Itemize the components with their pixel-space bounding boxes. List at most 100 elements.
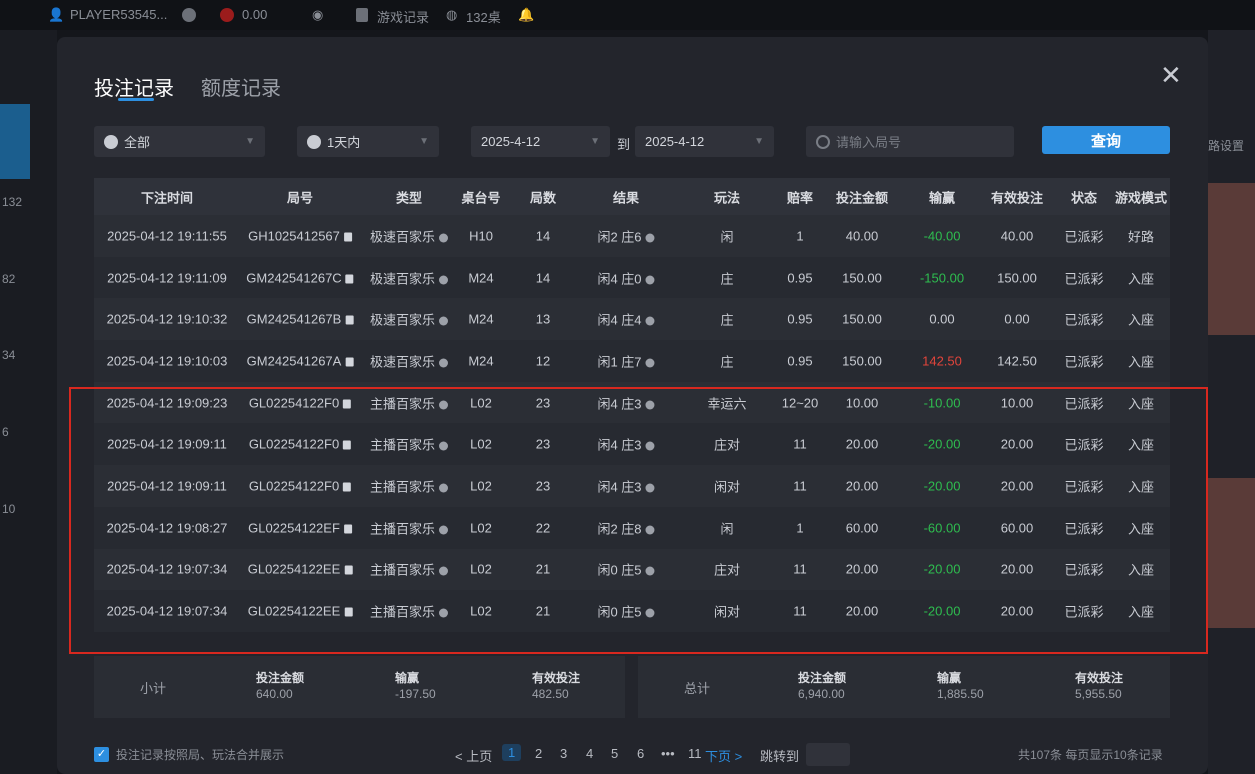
info-icon[interactable]	[439, 275, 449, 285]
user-icon: 👤	[48, 7, 65, 22]
info-icon[interactable]	[439, 566, 449, 576]
date-from-select[interactable]: 2025-4-12 ▼	[471, 126, 610, 157]
cell-10: 150.00	[997, 270, 1037, 285]
copy-icon[interactable]	[343, 232, 352, 242]
select-value: 2025-4-12	[481, 134, 541, 149]
cell-text: 入座	[1127, 312, 1155, 328]
page-button[interactable]: 3	[560, 746, 568, 761]
cell-text: GL02254122EE	[247, 603, 341, 619]
cell-text: 12	[535, 353, 551, 369]
info-icon[interactable]	[439, 483, 449, 493]
page-button[interactable]: 2	[535, 746, 543, 761]
cell-text: 2025-04-12 19:08:27	[106, 520, 228, 536]
page-button[interactable]: 5	[611, 746, 619, 761]
page-button[interactable]: 4	[586, 746, 594, 761]
cell-12: 好路	[1128, 226, 1154, 245]
info-icon[interactable]	[645, 400, 655, 410]
info-icon[interactable]	[645, 233, 655, 243]
info-icon[interactable]	[645, 525, 655, 535]
info-icon[interactable]	[645, 358, 655, 368]
page-button[interactable]: 6	[637, 746, 645, 761]
tables-icon: ◍	[446, 7, 458, 22]
info-icon[interactable]	[645, 483, 655, 493]
copy-icon[interactable]	[343, 440, 352, 450]
copy-icon[interactable]	[343, 399, 352, 409]
table-row: 2025-04-12 19:11:09 GM242541267C 极速百家乐 M24 1…	[94, 256, 1170, 299]
info-icon[interactable]	[439, 525, 449, 535]
game-type-select[interactable]: 全部 ▼	[94, 126, 265, 157]
select-value: 全部	[124, 135, 151, 150]
cell-text: 极速百家乐	[369, 312, 436, 328]
bell-icon[interactable]: 🔔	[518, 7, 535, 22]
cell-5: 闲1 庄7	[597, 351, 655, 370]
info-icon[interactable]	[439, 441, 449, 451]
period-select[interactable]: 1天内 ▼	[297, 126, 439, 157]
cell-text: 23	[535, 395, 551, 411]
cell-4: 23	[536, 437, 550, 452]
cell-12: 入座	[1128, 393, 1154, 412]
dealer-video-thumbnail[interactable]	[1208, 183, 1255, 335]
next-page-button[interactable]: 下页 >	[705, 749, 743, 764]
info-icon[interactable]	[645, 441, 655, 451]
page-button[interactable]: 11	[688, 746, 702, 761]
subtotal-label: 小计	[140, 681, 167, 696]
road-settings[interactable]: 路设置	[1208, 139, 1245, 153]
copy-icon[interactable]	[343, 482, 352, 492]
cell-0: 2025-04-12 19:10:03	[107, 353, 228, 368]
cell-text: 闲1 庄7	[597, 354, 642, 370]
cell-10: 20.00	[1001, 604, 1034, 619]
table-row: 2025-04-12 19:07:34 GL02254122EE 主播百家乐 L02 2…	[94, 590, 1170, 632]
cell-text: M24	[468, 270, 494, 286]
copy-icon[interactable]	[345, 357, 354, 367]
jump-page-input[interactable]	[806, 743, 850, 766]
cell-text: 0.00	[1004, 311, 1030, 327]
copy-icon[interactable]	[344, 565, 353, 575]
page-button[interactable]: •••	[661, 746, 675, 761]
cell-text: H10	[469, 228, 493, 244]
cell-2: 极速百家乐	[370, 226, 449, 245]
cell-9: -20.00	[924, 604, 961, 619]
cell-text: 12~20	[781, 395, 819, 411]
info-icon[interactable]	[645, 316, 655, 326]
game-records-link[interactable]: 游戏记录	[377, 10, 430, 25]
date-to-select[interactable]: 2025-4-12 ▼	[635, 126, 774, 157]
info-icon[interactable]	[439, 358, 449, 368]
eye-icon[interactable]: ◉	[312, 7, 324, 22]
column-header: 下注时间	[140, 190, 194, 205]
table-count: 10	[2, 502, 16, 516]
cell-9: -20.00	[924, 478, 961, 493]
tab-bet-records[interactable]: 投注记录	[94, 78, 174, 100]
cell-2: 主播百家乐	[370, 602, 449, 621]
info-icon[interactable]	[439, 400, 449, 410]
query-button[interactable]: 查询	[1042, 126, 1170, 154]
info-icon[interactable]	[439, 608, 449, 618]
cell-0: 2025-04-12 19:09:23	[107, 395, 228, 410]
page-button[interactable]: 1	[502, 744, 522, 761]
info-icon[interactable]	[645, 275, 655, 285]
clock-icon	[307, 134, 321, 149]
merge-checkbox[interactable]: ✓	[94, 747, 109, 762]
info-icon[interactable]	[439, 316, 449, 326]
copy-icon[interactable]	[345, 274, 354, 284]
tab-credit-records[interactable]: 额度记录	[201, 78, 281, 100]
player-name[interactable]: PLAYER53545...	[70, 7, 168, 22]
info-icon[interactable]	[645, 608, 655, 618]
column-header: 有效投注	[990, 190, 1044, 205]
tables-count[interactable]: 132桌	[466, 10, 501, 25]
dropdown-arrow-icon: ▼	[754, 136, 764, 147]
info-icon[interactable]	[645, 566, 655, 576]
cell-2: 极速百家乐	[370, 351, 449, 370]
copy-icon[interactable]	[344, 607, 353, 617]
currency-icon	[220, 8, 234, 22]
round-search-input[interactable]: 请输入局号	[806, 126, 1014, 157]
cell-text: 2025-04-12 19:09:11	[107, 436, 227, 452]
copy-icon[interactable]	[345, 315, 354, 325]
cell-text: GL02254122EF	[248, 520, 340, 536]
dealer-video-thumbnail[interactable]	[1208, 478, 1255, 628]
copy-icon[interactable]	[343, 524, 352, 534]
prev-page-button[interactable]: < 上页	[455, 749, 493, 764]
chevron-down-icon[interactable]	[182, 8, 196, 22]
cell-11: 已派彩	[1064, 226, 1103, 245]
close-icon[interactable]: ✕	[1160, 60, 1182, 90]
info-icon[interactable]	[439, 233, 449, 243]
